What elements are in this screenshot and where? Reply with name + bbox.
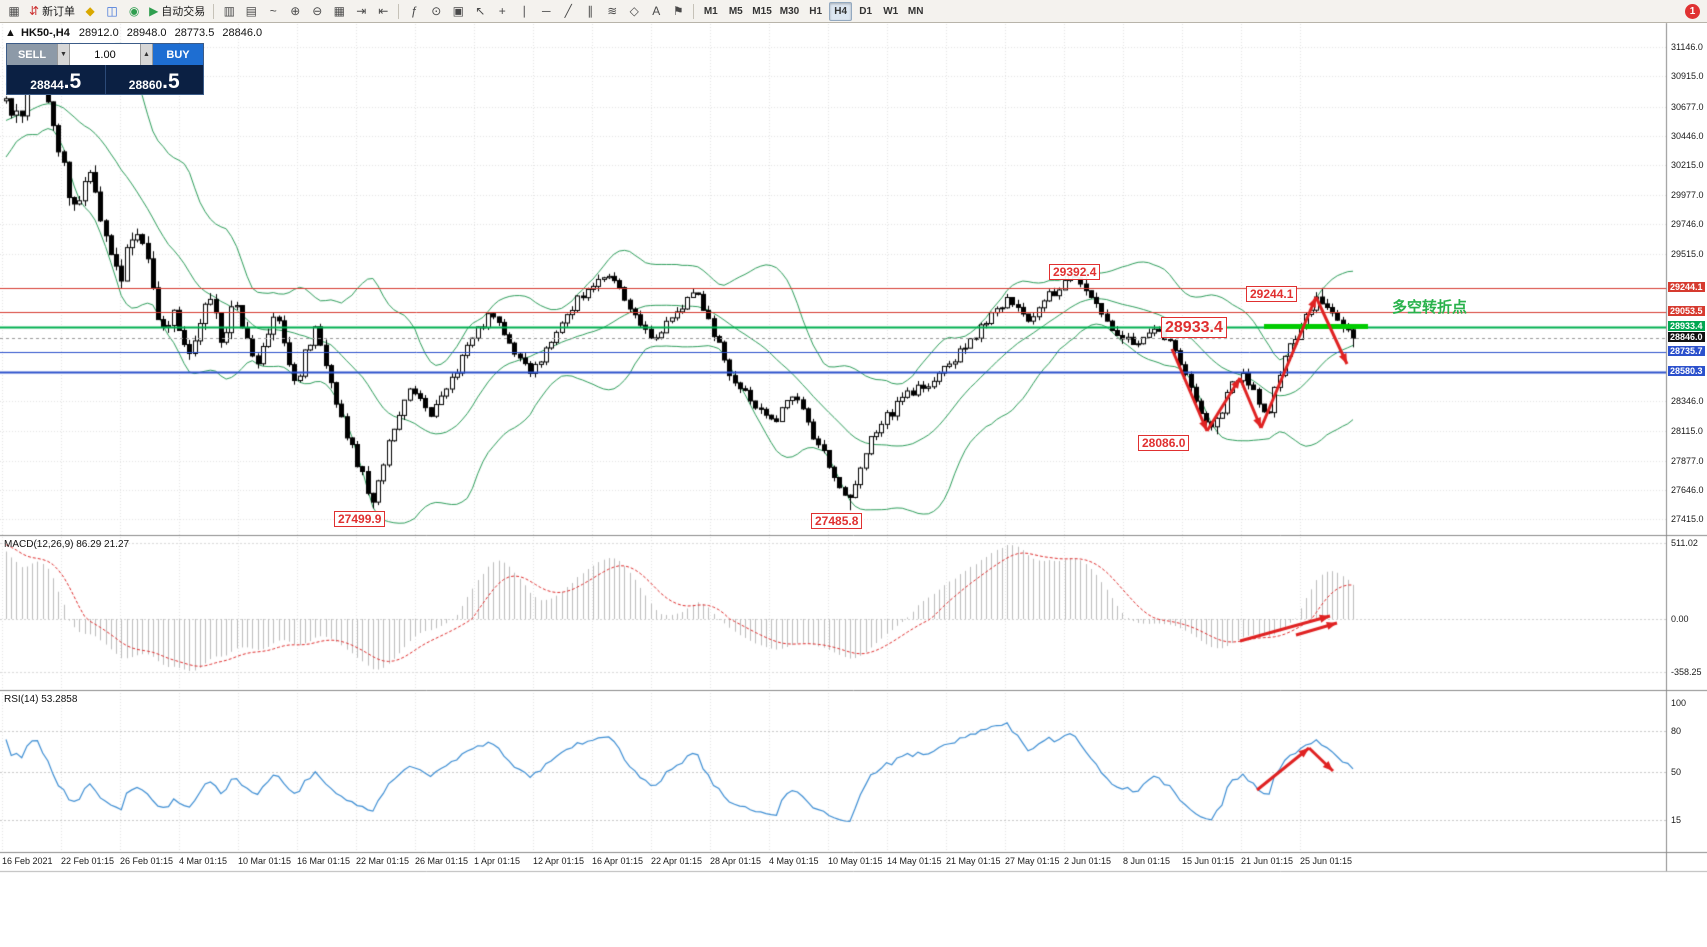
toolbar-separator — [398, 3, 400, 19]
candlestick-chart-icon: ▤ — [245, 4, 257, 18]
cursor-icon: ↖ — [475, 4, 486, 18]
shapes-button[interactable]: ◇ — [624, 2, 644, 21]
toolbar-separator — [693, 3, 695, 19]
data-window-icon: ◫ — [106, 4, 118, 18]
indicators-list-icon: ƒ — [410, 4, 418, 18]
navigator-button[interactable]: ◉ — [124, 2, 144, 21]
market-watch-button[interactable]: ◆ — [80, 2, 100, 21]
sell-button[interactable]: SELL — [7, 44, 57, 65]
one-click-trading-panel: SELL ▼ ▲ BUY 28844.5 28860.5 — [6, 43, 204, 95]
horizontal-line-button[interactable]: ─ — [536, 2, 556, 21]
zoom-in-icon: ⊕ — [290, 4, 301, 18]
bar-chart-button[interactable]: ▥ — [219, 2, 239, 21]
navigator-icon: ◉ — [128, 4, 140, 18]
arrow-objects-button[interactable]: ⚑ — [668, 2, 688, 21]
toolbar-separator — [213, 3, 215, 19]
timeframe-h1-button[interactable]: H1 — [809, 5, 823, 17]
horizontal-line-icon: ─ — [542, 4, 551, 18]
tile-windows-icon: ▦ — [333, 4, 345, 18]
bar-chart-icon: ▥ — [223, 4, 235, 18]
equidistant-channel-button[interactable]: ∥ — [580, 2, 600, 21]
autotrading-icon: ▶ — [149, 4, 159, 18]
new-order-label: 新订单 — [42, 6, 76, 18]
vertical-line-button[interactable]: ∣ — [514, 2, 534, 21]
new-order-button[interactable]: ⇵ 新订单 — [26, 2, 78, 21]
volume-up-icon: ▲ — [143, 51, 150, 58]
timeframe-w1-button[interactable]: W1 — [883, 5, 899, 17]
line-chart-button[interactable]: ~ — [263, 2, 283, 21]
volume-down-button[interactable]: ▼ — [57, 44, 70, 65]
timeframe-h4-button[interactable]: H4 — [829, 1, 853, 21]
zoom-out-button[interactable]: ⊖ — [307, 2, 327, 21]
fibonacci-retracement-button[interactable]: ≋ — [602, 2, 622, 21]
toolbar: ▦ ⇵ 新订单 ◆ ◫ ◉ ▶ 自动交易 ▥ ▤ ~ ⊕ ⊖ ▦ ⇥ ⇤ ƒ ⊙ ▣ ↖ + ∣ ─ ╱ ∥ ≋ ◇ A ⚑ M1 M5 M1… — [0, 0, 1707, 23]
auto-scroll-button[interactable]: ⇥ — [351, 2, 371, 21]
autotrading-button[interactable]: ▶ 自动交易 — [146, 2, 208, 21]
line-chart-icon: ~ — [269, 4, 277, 18]
volume-input[interactable] — [70, 44, 140, 65]
ohlc-high: 28948.0 — [126, 27, 167, 39]
rsi-indicator-label: RSI(14) 53.2858 — [4, 694, 77, 705]
arrow-objects-icon: ⚑ — [672, 4, 684, 18]
chart-shift-button[interactable]: ⇤ — [373, 2, 393, 21]
tile-windows-button[interactable]: ▦ — [329, 2, 349, 21]
fibonacci-retracement-icon: ≋ — [607, 4, 618, 18]
data-window-button[interactable]: ◫ — [102, 2, 122, 21]
new-chart-icon: ▦ — [8, 4, 20, 18]
macd-values: 86.29 21.27 — [76, 539, 130, 550]
zoom-out-icon: ⊖ — [312, 4, 323, 18]
macd-name: MACD(12,26,9) — [4, 539, 74, 550]
macd-indicator-label: MACD(12,26,9) 86.29 21.27 — [4, 539, 129, 550]
chart-title: ▲ HK50-,H4 28912.0 28948.0 28773.5 28846… — [5, 27, 267, 39]
volume-down-icon: ▼ — [60, 51, 67, 58]
text-label-icon: A — [652, 4, 661, 18]
collapse-icon: ▲ — [5, 27, 16, 39]
timeframe-m1-button[interactable]: M1 — [703, 5, 718, 17]
ohlc-low: 28773.5 — [174, 27, 215, 39]
buy-button[interactable]: BUY — [153, 44, 203, 65]
period-selector-icon: ⊙ — [431, 4, 442, 18]
new-order-icon: ⇵ — [29, 4, 40, 18]
auto-scroll-icon: ⇥ — [356, 4, 367, 18]
crosshair-button[interactable]: + — [492, 2, 512, 21]
trendline-button[interactable]: ╱ — [558, 2, 578, 21]
ohlc-close: 28846.0 — [222, 27, 263, 39]
market-watch-icon: ◆ — [85, 4, 95, 18]
candlestick-chart-button[interactable]: ▤ — [241, 2, 261, 21]
trendline-icon: ╱ — [564, 4, 572, 18]
templates-button[interactable]: ▣ — [448, 2, 468, 21]
crosshair-icon: + — [498, 4, 506, 18]
price-divider — [104, 65, 106, 94]
vertical-line-icon: ∣ — [521, 4, 528, 18]
zoom-in-button[interactable]: ⊕ — [285, 2, 305, 21]
buy-price[interactable]: 28860.5 — [128, 70, 180, 94]
autotrading-label: 自动交易 — [161, 6, 206, 18]
timeframe-d1-button[interactable]: D1 — [859, 5, 873, 17]
rsi-value: 53.2858 — [41, 694, 78, 705]
timeframe-m5-button[interactable]: M5 — [728, 5, 743, 17]
ohlc-open: 28912.0 — [78, 27, 119, 39]
timeframe-m30-button[interactable]: M30 — [779, 5, 800, 17]
shapes-icon: ◇ — [629, 4, 639, 18]
new-chart-button[interactable]: ▦ — [4, 2, 24, 21]
rsi-name: RSI(14) — [4, 694, 39, 705]
period-selector-button[interactable]: ⊙ — [426, 2, 446, 21]
sell-price[interactable]: 28844.5 — [30, 70, 82, 94]
timeframe-m15-button[interactable]: M15 — [752, 5, 772, 17]
chart-shift-icon: ⇤ — [378, 4, 389, 18]
symbol-period-label: HK50-,H4 — [20, 27, 70, 39]
timeframe-mn-button[interactable]: MN — [907, 5, 924, 17]
volume-up-button[interactable]: ▲ — [140, 44, 153, 65]
text-label-button[interactable]: A — [646, 2, 666, 21]
equidistant-channel-icon: ∥ — [587, 4, 594, 18]
templates-icon: ▣ — [452, 4, 464, 18]
cursor-button[interactable]: ↖ — [470, 2, 490, 21]
indicators-list-button[interactable]: ƒ — [404, 2, 424, 21]
notification-badge[interactable]: 1 — [1685, 3, 1700, 19]
